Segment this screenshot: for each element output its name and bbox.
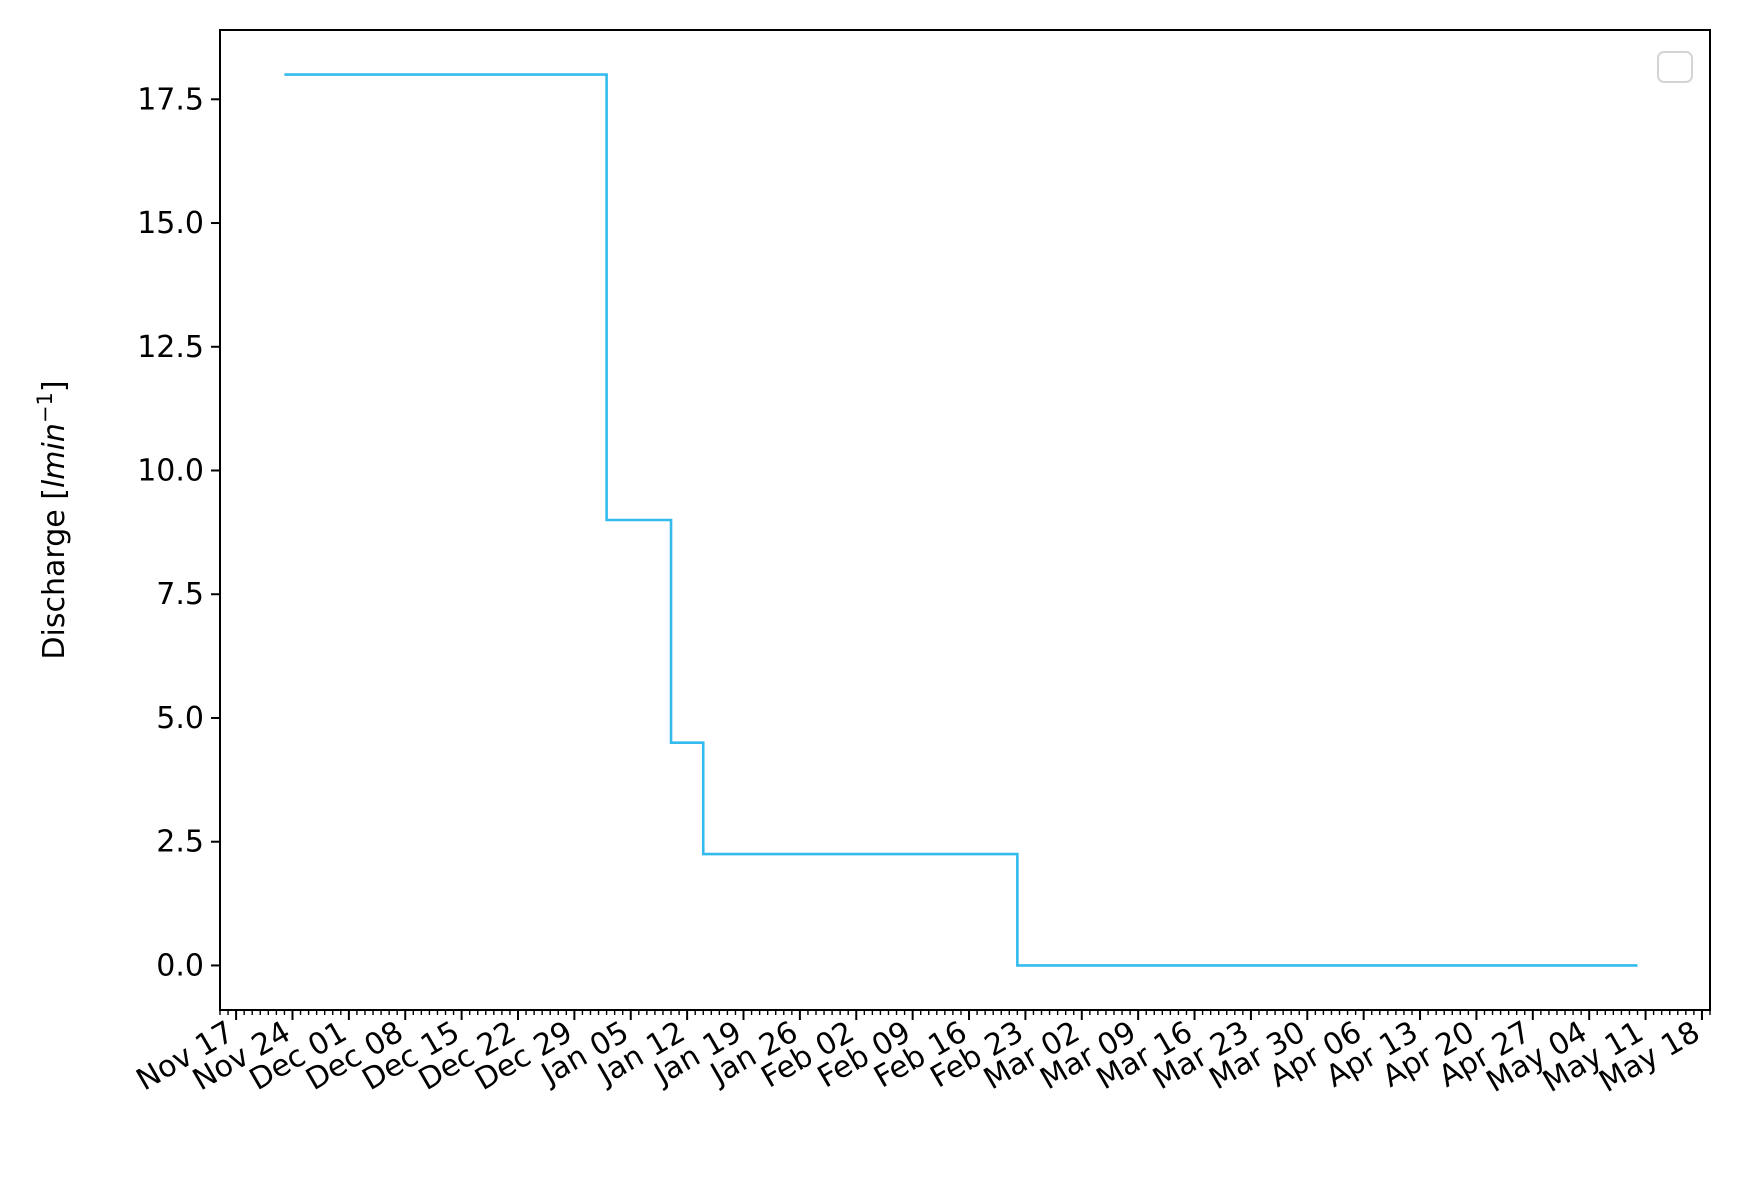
y-tick-label: 17.5 <box>137 82 204 117</box>
series-line <box>284 73 1638 967</box>
y-axis-label-unit-base: lmin <box>37 423 72 488</box>
y-tick-label: 12.5 <box>137 330 204 365</box>
series-layer <box>284 73 1638 967</box>
y-tick-label: 7.5 <box>156 577 204 612</box>
y-tick-label: 10.0 <box>137 454 204 489</box>
y-axis-label-text: Discharge [ <box>37 488 72 660</box>
y-tick-label: 15.0 <box>137 206 204 241</box>
y-axis-label-unit-exp: −1 <box>33 392 57 423</box>
legend-box <box>1657 51 1693 83</box>
y-axis: 0.0 2.5 5.0 7.5 10.0 12.5 15.0 17.5 <box>137 82 220 983</box>
y-axis-label-close: ] <box>37 380 72 392</box>
y-tick-label: 2.5 <box>156 825 204 860</box>
plot-frame <box>219 29 1711 1011</box>
y-tick-label: 0.0 <box>156 948 204 983</box>
y-axis-label: Discharge [lmin−1] <box>33 380 72 659</box>
y-tick-label: 5.0 <box>156 701 204 736</box>
